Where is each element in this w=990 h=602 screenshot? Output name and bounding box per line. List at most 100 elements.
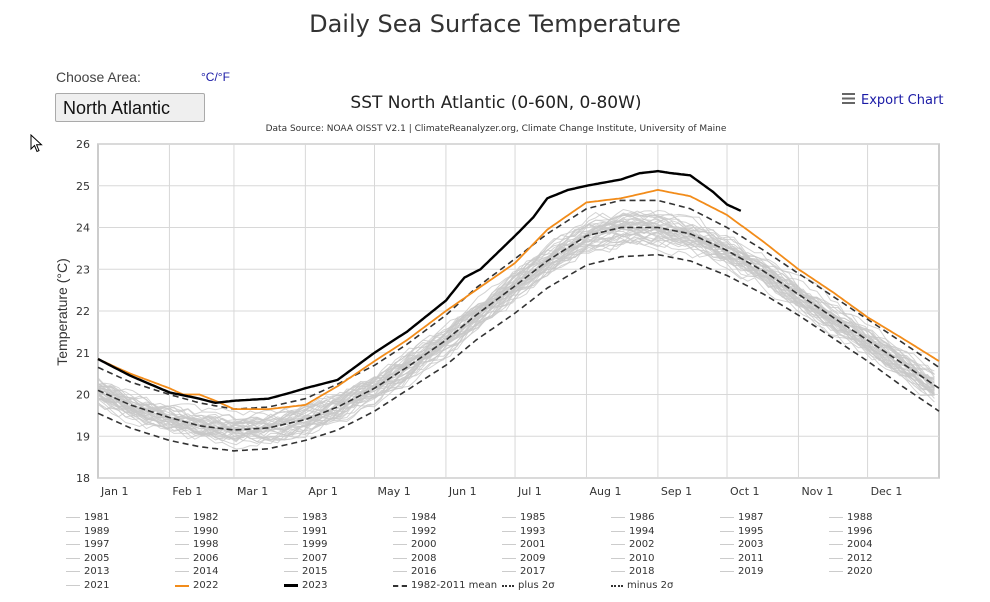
legend-item-2009[interactable]: 2009 — [502, 553, 545, 564]
legend-item-1988[interactable]: 1988 — [829, 512, 872, 523]
series-line-plus-2- — [97, 199, 940, 410]
legend-item-1984[interactable]: 1984 — [393, 512, 436, 523]
legend-label: 2019 — [738, 566, 764, 578]
legend-item-1994[interactable]: 1994 — [611, 526, 654, 537]
series-line-2012 — [97, 225, 935, 432]
legend-item-2012[interactable]: 2012 — [829, 553, 872, 564]
legend-swatch-icon — [611, 517, 625, 518]
legend-swatch-icon — [284, 557, 298, 559]
x-tick-label: Apr 1 — [308, 485, 338, 498]
legend-item-2022[interactable]: 2022 — [175, 580, 218, 591]
legend-item-2008[interactable]: 2008 — [393, 553, 436, 564]
legend-item-2021[interactable]: 2021 — [66, 580, 109, 591]
legend-swatch-icon — [720, 571, 734, 573]
legend-label: 1995 — [738, 525, 764, 537]
legend-item-plus-2-[interactable]: plus 2σ — [502, 580, 555, 591]
legend-item-2020[interactable]: 2020 — [829, 566, 872, 577]
unit-toggle-link[interactable]: °C/°F — [201, 70, 230, 84]
legend-item-1982-2011-mean[interactable]: 1982-2011 mean — [393, 580, 497, 591]
legend-item-2007[interactable]: 2007 — [284, 553, 327, 564]
legend-item-2000[interactable]: 2000 — [393, 539, 436, 550]
legend-item-2023[interactable]: 2023 — [284, 580, 327, 591]
legend-item-2013[interactable]: 2013 — [66, 566, 109, 577]
y-tick-label: 20 — [76, 389, 90, 402]
legend-item-1998[interactable]: 1998 — [175, 539, 218, 550]
legend-item-1990[interactable]: 1990 — [175, 526, 218, 537]
legend-swatch-icon — [720, 517, 734, 518]
legend-item-2014[interactable]: 2014 — [175, 566, 218, 577]
legend-label: plus 2σ — [518, 580, 555, 591]
legend-item-2011[interactable]: 2011 — [720, 553, 763, 564]
legend-item-2004[interactable]: 2004 — [829, 539, 872, 550]
legend-item-1985[interactable]: 1985 — [502, 512, 545, 523]
legend-label: 2004 — [847, 539, 873, 551]
legend-swatch-icon — [611, 530, 625, 532]
legend-item-2015[interactable]: 2015 — [284, 566, 327, 577]
legend-label: 1983 — [302, 512, 328, 523]
legend-item-1992[interactable]: 1992 — [393, 526, 436, 537]
legend-item-1995[interactable]: 1995 — [720, 526, 763, 537]
legend-item-2018[interactable]: 2018 — [611, 566, 654, 577]
legend-item-2005[interactable]: 2005 — [66, 553, 109, 564]
sst-chart: SST North Atlantic (0-60N, 0-80W) Data S… — [54, 93, 940, 498]
legend-swatch-icon — [284, 584, 298, 587]
legend-item-1981[interactable]: 1981 — [66, 512, 109, 523]
legend-item-1999[interactable]: 1999 — [284, 539, 327, 550]
x-tick-label: Sep 1 — [661, 485, 692, 498]
legend-item-2019[interactable]: 2019 — [720, 566, 763, 577]
x-tick-label: Jan 1 — [100, 485, 128, 498]
x-tick-label: Jul 1 — [517, 485, 542, 498]
legend-item-1982[interactable]: 1982 — [175, 512, 218, 523]
legend-item-1996[interactable]: 1996 — [829, 526, 872, 537]
legend-item-1991[interactable]: 1991 — [284, 526, 327, 537]
legend-label: 2017 — [520, 566, 546, 578]
legend-swatch-icon — [611, 584, 623, 587]
legend-swatch-icon — [175, 530, 189, 532]
legend-swatch-icon — [284, 517, 298, 518]
legend-item-2006[interactable]: 2006 — [175, 553, 218, 564]
legend-item-1997[interactable]: 1997 — [66, 539, 109, 550]
legend-label: 2018 — [629, 566, 655, 578]
legend-label: 2009 — [520, 552, 546, 564]
legend-swatch-icon — [393, 557, 407, 559]
legend-item-1987[interactable]: 1987 — [720, 512, 763, 523]
legend-item-1983[interactable]: 1983 — [284, 512, 327, 523]
legend-swatch-icon — [393, 571, 407, 573]
legend-swatch-icon — [66, 544, 80, 546]
legend-label: 2011 — [738, 552, 764, 564]
legend-swatch-icon — [175, 584, 189, 587]
legend-swatch-icon — [611, 544, 625, 546]
series-line-2018 — [97, 215, 935, 416]
legend-item-2003[interactable]: 2003 — [720, 539, 763, 550]
legend-swatch-icon — [829, 544, 843, 546]
series-line-2014 — [98, 221, 935, 428]
legend-item-2002[interactable]: 2002 — [611, 539, 654, 550]
legend-item-2010[interactable]: 2010 — [611, 553, 654, 564]
legend-label: 2014 — [193, 566, 219, 578]
page-title: Daily Sea Surface Temperature — [309, 10, 681, 38]
legend-item-2001[interactable]: 2001 — [502, 539, 545, 550]
legend-item-minus-2-[interactable]: minus 2σ — [611, 580, 673, 591]
series-line-2019 — [97, 229, 935, 434]
legend-item-2017[interactable]: 2017 — [502, 566, 545, 577]
legend-item-1986[interactable]: 1986 — [611, 512, 654, 523]
area-select[interactable]: North Atlantic — [55, 93, 205, 122]
legend-item-2016[interactable]: 2016 — [393, 566, 436, 577]
legend-swatch-icon — [66, 571, 80, 573]
legend-label: 1993 — [520, 525, 546, 537]
legend-swatch-icon — [502, 584, 514, 587]
legend-label: 2000 — [411, 539, 437, 551]
legend-swatch-icon — [611, 557, 625, 559]
legend-label: 2013 — [84, 566, 110, 578]
legend-item-1989[interactable]: 1989 — [66, 526, 109, 537]
legend-swatch-icon — [502, 530, 516, 532]
legend-label: 2022 — [193, 580, 219, 591]
legend-label: 1996 — [847, 525, 873, 537]
export-chart-button[interactable]: Export Chart — [842, 93, 943, 108]
x-tick-label: Oct 1 — [730, 485, 760, 498]
legend-swatch-icon — [502, 557, 516, 559]
legend-label: 2010 — [629, 552, 655, 564]
x-tick-label: Mar 1 — [237, 485, 268, 498]
legend-swatch-icon — [66, 585, 80, 586]
legend-item-1993[interactable]: 1993 — [502, 526, 545, 537]
